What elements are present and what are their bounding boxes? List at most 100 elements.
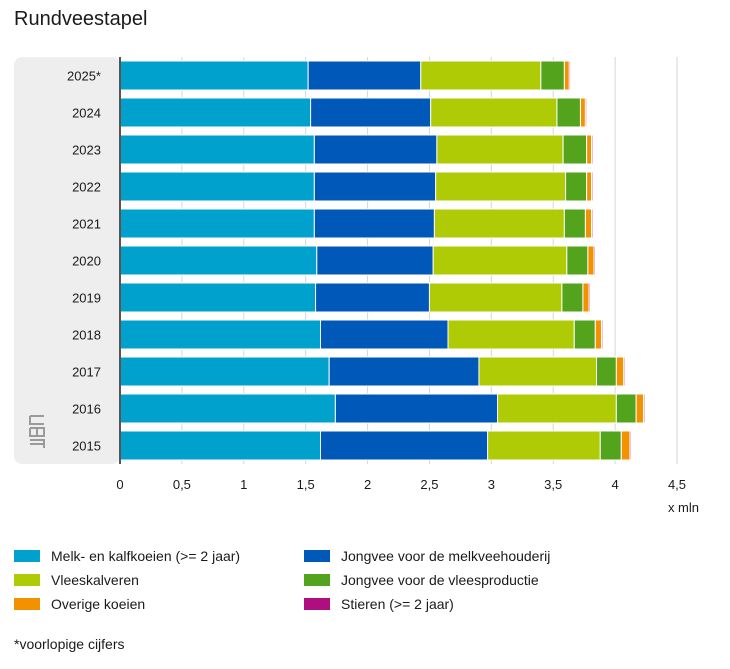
bar-segment — [584, 208, 593, 239]
bar-segment — [334, 393, 499, 424]
bar-chart: 2025*20242023202220212020201920182017201… — [14, 57, 699, 515]
bar-segment — [119, 97, 312, 128]
category-label: 2015 — [72, 439, 101, 454]
bar-segment — [497, 393, 617, 424]
bar-segment — [594, 319, 602, 350]
bar-segment — [635, 393, 645, 424]
category-label: 2018 — [72, 328, 101, 343]
category-panel — [14, 57, 120, 464]
bar-segment — [587, 245, 595, 276]
legend-label: Vleeskalveren — [51, 572, 139, 588]
legend-swatch — [304, 598, 330, 610]
bar-segment — [420, 60, 542, 91]
legend-label: Jongvee voor de vleesproductie — [341, 572, 539, 588]
x-tick-label: 4,5 — [668, 477, 686, 492]
x-tick-labels: 0 0,5 1 1,5 2 2,5 3 3,5 4 4,5 — [116, 477, 686, 492]
category-label: 2023 — [72, 143, 101, 158]
bar-segment — [566, 245, 589, 276]
category-label: 2020 — [72, 254, 101, 269]
bar-segment — [623, 356, 626, 387]
bar-segment — [119, 430, 322, 461]
bar-segment — [593, 245, 596, 276]
x-tick-label: 0,5 — [173, 477, 191, 492]
legend-item: Stieren (>= 2 jaar) — [304, 596, 454, 612]
legend-label: Jongvee voor de melkveehouderij — [341, 548, 551, 564]
bar-segment — [620, 430, 631, 461]
bar-segment — [579, 97, 586, 128]
bar-segment — [615, 393, 637, 424]
category-label: 2022 — [72, 180, 101, 195]
bar-segment — [591, 171, 594, 202]
category-label: 2021 — [72, 217, 101, 232]
legend-item: Jongvee voor de vleesproductie — [304, 572, 539, 588]
x-tick-label: 0 — [116, 477, 123, 492]
legend-item: Melk- en kalfkoeien (>= 2 jaar) — [14, 548, 240, 564]
bar-segment — [436, 134, 564, 165]
bar-groups — [119, 60, 646, 461]
bar-segment — [447, 319, 575, 350]
legend-label: Melk- en kalfkoeien (>= 2 jaar) — [51, 548, 241, 564]
bar-segment — [568, 60, 572, 91]
bar-segment — [310, 97, 432, 128]
bar-segment — [540, 60, 565, 91]
legend-swatch — [304, 550, 330, 562]
bar-segment — [119, 356, 330, 387]
x-tick-label: 1,5 — [297, 477, 315, 492]
category-label: 2017 — [72, 365, 101, 380]
x-tick-label: 3 — [488, 477, 495, 492]
bar-segment — [119, 319, 322, 350]
category-label: 2025* — [67, 69, 101, 84]
bar-segment — [586, 134, 593, 165]
bar-segment — [562, 134, 588, 165]
legend-label: Overige koeien — [51, 596, 146, 612]
x-tick-label: 1 — [240, 477, 247, 492]
x-axis-unit-label: x mln — [668, 500, 699, 515]
bar-segment — [596, 356, 617, 387]
bar-segment — [586, 171, 593, 202]
bar-segment — [435, 171, 567, 202]
bar-segment — [591, 134, 594, 165]
bar-segment — [313, 134, 438, 165]
category-labels: 2025* 2024 2023 2022 2021 2020 2019 2018 2017 201… — [67, 69, 101, 454]
legend-item: Jongvee voor de melkveehouderij — [304, 548, 550, 564]
bar-segment — [563, 208, 586, 239]
bar-segment — [307, 60, 422, 91]
bar-segment — [573, 319, 596, 350]
bar-segment — [320, 430, 489, 461]
bar-segment — [487, 430, 601, 461]
legend-label: Stieren (>= 2 jaar) — [341, 596, 454, 612]
bar-segment — [582, 282, 590, 313]
footnote: *voorlopige cijfers — [14, 636, 125, 652]
bar-segment — [119, 208, 315, 239]
bar-segment — [119, 393, 336, 424]
bar-segment — [561, 282, 584, 313]
x-tick-label: 2,5 — [420, 477, 438, 492]
legend-swatch — [304, 574, 330, 586]
bar-segment — [588, 282, 591, 313]
category-label: 2016 — [72, 402, 101, 417]
bar-segment — [428, 282, 563, 313]
x-tick-label: 2 — [364, 477, 371, 492]
chart-title: Rundveestapel — [14, 8, 148, 30]
bar-segment — [629, 430, 632, 461]
bar-segment — [119, 282, 317, 313]
bar-segment — [478, 356, 598, 387]
bar-segment — [584, 97, 588, 128]
bar-segment — [316, 245, 434, 276]
bar-segment — [430, 97, 558, 128]
bar-segment — [563, 60, 570, 91]
bar-segment — [313, 208, 435, 239]
bar-segment — [591, 208, 594, 239]
bar-segment — [643, 393, 646, 424]
legend-item: Overige koeien — [14, 596, 145, 612]
bar-segment — [119, 245, 318, 276]
bar-segment — [615, 356, 625, 387]
bar-segment — [119, 134, 315, 165]
bar-segment — [600, 319, 604, 350]
legend-swatch — [14, 550, 40, 562]
bar-segment — [328, 356, 480, 387]
legend-item: Vleeskalveren — [14, 572, 139, 588]
bar-segment — [313, 171, 437, 202]
legend-swatch — [14, 574, 40, 586]
bar-segment — [432, 245, 568, 276]
